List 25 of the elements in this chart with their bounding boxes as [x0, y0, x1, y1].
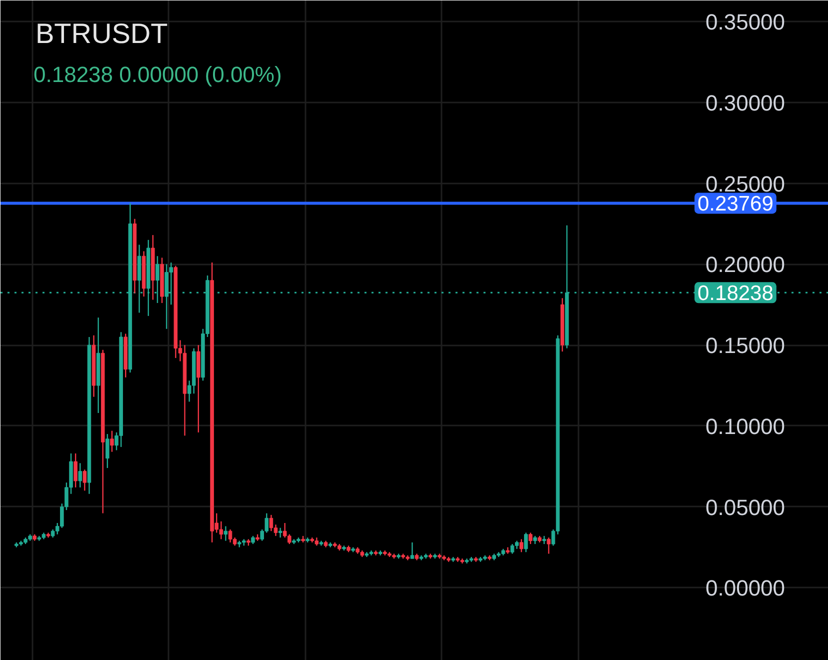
- y-tick-label: 0.30000: [706, 90, 786, 116]
- candlestick: [542, 535, 546, 545]
- ref-line-label: 0.18238: [698, 282, 774, 306]
- candlestick: [224, 526, 228, 542]
- candlestick: [78, 462, 82, 488]
- y-tick-label: 0.05000: [706, 494, 786, 520]
- candlestick: [106, 433, 110, 469]
- candlestick: [410, 542, 414, 560]
- ref-line-label: 0.23769: [698, 192, 774, 216]
- y-tick-label: 0.35000: [706, 10, 786, 35]
- candlestick: [520, 538, 524, 553]
- text: BTRUSDT: [36, 18, 168, 49]
- candlestick: [528, 532, 532, 545]
- y-tick-label: 0.15000: [706, 333, 786, 358]
- candlestick: [74, 452, 78, 488]
- candlestick: [269, 514, 274, 532]
- y-tick-label: 0.00000: [706, 576, 786, 601]
- candlestick: [82, 469, 87, 492]
- candlestick: [278, 527, 282, 538]
- text: 0.18238 0.00000 (0.00%): [34, 62, 282, 87]
- candlestick: [110, 430, 114, 452]
- candlestick: [546, 536, 551, 554]
- y-tick-label: 0.20000: [706, 252, 786, 278]
- candlestick: [524, 532, 528, 553]
- y-tick-label: 0.10000: [706, 414, 786, 439]
